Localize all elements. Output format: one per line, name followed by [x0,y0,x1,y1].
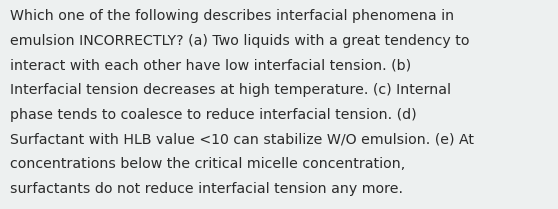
Text: phase tends to coalesce to reduce interfacial tension. (d): phase tends to coalesce to reduce interf… [10,108,417,122]
Text: surfactants do not reduce interfacial tension any more.: surfactants do not reduce interfacial te… [10,182,403,196]
Text: Interfacial tension decreases at high temperature. (c) Internal: Interfacial tension decreases at high te… [10,83,451,97]
Text: interact with each other have low interfacial tension. (b): interact with each other have low interf… [10,59,411,73]
Text: concentrations below the critical micelle concentration,: concentrations below the critical micell… [10,157,405,171]
Text: Which one of the following describes interfacial phenomena in: Which one of the following describes int… [10,9,454,23]
Text: Surfactant with HLB value <10 can stabilize W/O emulsion. (e) At: Surfactant with HLB value <10 can stabil… [10,133,474,147]
Text: emulsion INCORRECTLY? (a) Two liquids with a great tendency to: emulsion INCORRECTLY? (a) Two liquids wi… [10,34,469,48]
